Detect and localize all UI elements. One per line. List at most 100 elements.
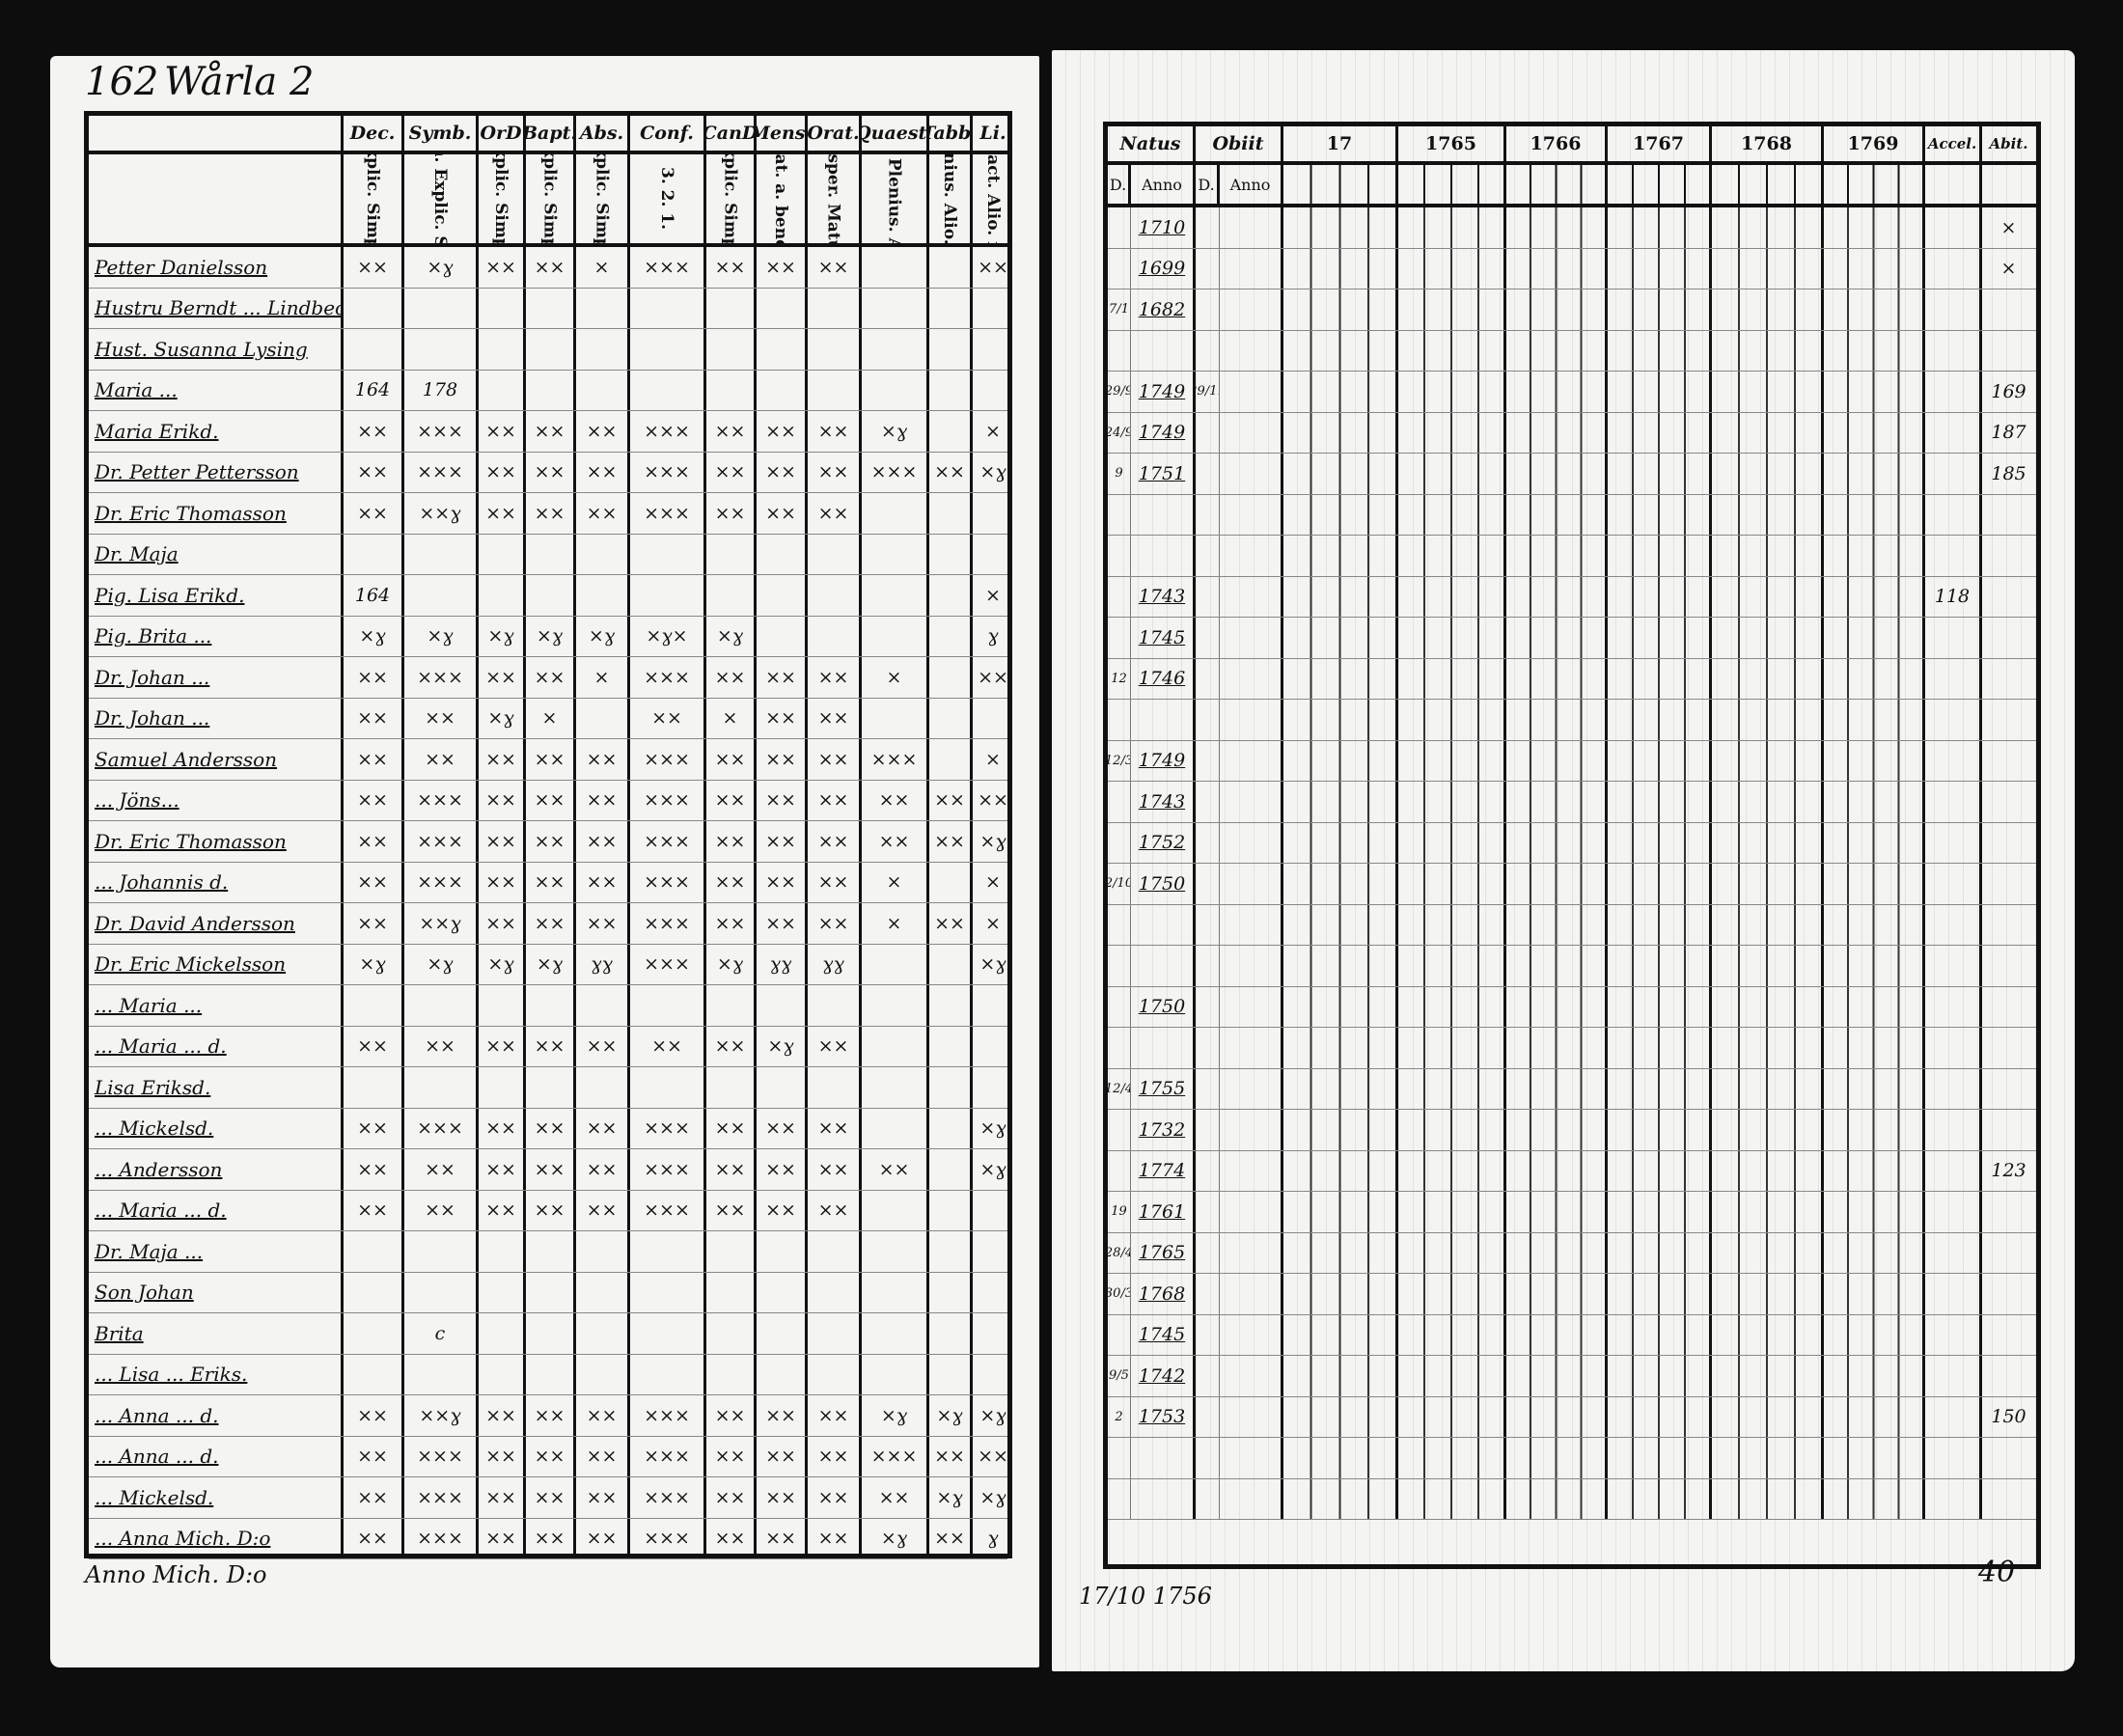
year-cell xyxy=(1608,576,1712,617)
mark-cell: ×× xyxy=(344,411,404,452)
mark-cell xyxy=(479,1067,526,1108)
year-cell xyxy=(1398,1478,1506,1519)
mark-cell: ××× xyxy=(630,1149,706,1190)
table-row: 1752 xyxy=(1108,822,2036,864)
table-row: Dr. Maja ... xyxy=(89,1231,1007,1273)
mark-cell: ×× xyxy=(706,1395,757,1436)
mark-cell xyxy=(808,985,862,1026)
abit-cell xyxy=(1982,1479,2035,1520)
column-subheader-text: Athan. Explic. Simpl. xyxy=(430,154,450,243)
accel-cell xyxy=(1925,1314,1982,1355)
mark-cell: ×× xyxy=(808,452,862,492)
mark-cell: ×ɣ xyxy=(706,616,757,656)
mark-cell: ×× xyxy=(344,903,404,944)
year-cell xyxy=(1608,1150,1712,1191)
table-row: 1699 × xyxy=(1108,248,2036,289)
obiit-day: 29/11 xyxy=(1196,372,1220,412)
year-cell xyxy=(1506,700,1608,740)
year-cell xyxy=(1283,986,1398,1027)
year-cell xyxy=(1398,658,1506,699)
year-cell xyxy=(1283,1192,1398,1232)
mark-cell xyxy=(404,1272,479,1312)
mark-cell: ×× xyxy=(344,739,404,780)
mark-cell: ×× xyxy=(479,739,526,780)
mark-cell xyxy=(526,534,576,574)
natus-day: 2 xyxy=(1108,1396,1131,1437)
obiit-year xyxy=(1220,1314,1283,1355)
mark-cell xyxy=(404,575,479,616)
natus-day xyxy=(1108,1438,1131,1478)
obiit-day xyxy=(1196,412,1220,453)
mark-cell: ×× xyxy=(757,903,808,944)
mark-cell: ×× xyxy=(576,1190,630,1230)
abit-cell xyxy=(1982,905,2035,946)
column-header xyxy=(89,116,344,151)
mark-cell: ××× xyxy=(630,1436,706,1476)
mark-cell: ×× xyxy=(757,1436,808,1476)
natus-year: 1682 xyxy=(1131,289,1196,330)
natus-day xyxy=(1108,782,1131,822)
mark-cell: ×× xyxy=(862,1477,929,1518)
natus-day xyxy=(1108,330,1131,371)
mark-cell: ×× xyxy=(929,1436,973,1476)
accel-cell xyxy=(1925,454,1982,494)
table-row: ... Lisa ... Eriks. xyxy=(89,1354,1007,1395)
natus-day xyxy=(1108,1028,1131,1068)
year-cell xyxy=(1608,782,1712,822)
mark-cell xyxy=(808,329,862,370)
mark-cell: ×× xyxy=(929,780,973,820)
year-cell xyxy=(1398,248,1506,289)
person-name: Pig. Brita ... xyxy=(89,616,344,656)
mark-cell: ×× xyxy=(344,1190,404,1230)
mark-cell xyxy=(973,535,1013,575)
mark-cell xyxy=(862,985,929,1026)
mark-cell: ×× xyxy=(808,862,862,902)
accel-cell xyxy=(1925,1356,1982,1396)
table-row xyxy=(1108,1438,2036,1479)
mark-cell xyxy=(630,1231,706,1272)
year-cell xyxy=(1712,658,1824,699)
mark-cell xyxy=(862,329,929,370)
table-row xyxy=(1108,536,2036,577)
mark-cell: ×× xyxy=(757,247,808,288)
mark-cell: ×× xyxy=(757,1477,808,1518)
mark-cell xyxy=(929,1149,973,1190)
mark-cell xyxy=(404,329,479,370)
year-cell xyxy=(1712,1314,1824,1355)
year-cell xyxy=(1506,946,1608,986)
mark-cell: ×× xyxy=(526,1518,576,1558)
year-cell xyxy=(1824,1232,1925,1273)
mark-cell: ×× xyxy=(526,1436,576,1476)
table-row: Dr. David Andersson ×× ××ɣ ×× ×× ×× ××× ×× ×× ×× ×… xyxy=(89,903,1007,945)
natus-year: 1699 xyxy=(1131,248,1196,289)
obiit-year xyxy=(1220,700,1283,740)
year-subheader xyxy=(1712,165,1824,204)
year-cell xyxy=(1712,330,1824,371)
obiit-day xyxy=(1196,330,1220,371)
mark-cell: ×× xyxy=(526,452,576,492)
accel-cell xyxy=(1925,1232,1982,1273)
abit-cell xyxy=(1982,659,2035,700)
natus-day: 28/4 xyxy=(1108,1232,1131,1273)
accel-cell xyxy=(1925,904,1982,945)
natus-year: 1774 xyxy=(1131,1150,1196,1191)
year-cell xyxy=(1506,289,1608,330)
natus-year xyxy=(1131,1438,1196,1478)
year-cell xyxy=(1283,454,1398,494)
column-subheader: 3. 2. 1. xyxy=(630,154,706,243)
natus-day: 19 xyxy=(1108,1192,1131,1232)
natus-year: 1749 xyxy=(1131,412,1196,453)
mark-cell: ×× xyxy=(344,1026,404,1066)
mark-cell: ×× xyxy=(526,862,576,902)
year-cell xyxy=(1398,618,1506,658)
year-cell xyxy=(1712,207,1824,248)
year-cell xyxy=(1824,1192,1925,1232)
mark-cell: ×× xyxy=(630,698,706,738)
mark-cell xyxy=(526,1231,576,1272)
table-row: 12/41755 xyxy=(1108,1068,2036,1110)
year-cell xyxy=(1824,1356,1925,1396)
natus-day xyxy=(1108,904,1131,945)
mark-cell xyxy=(344,288,404,328)
year-cell xyxy=(1506,576,1608,617)
mark-cell: ××× xyxy=(404,862,479,902)
